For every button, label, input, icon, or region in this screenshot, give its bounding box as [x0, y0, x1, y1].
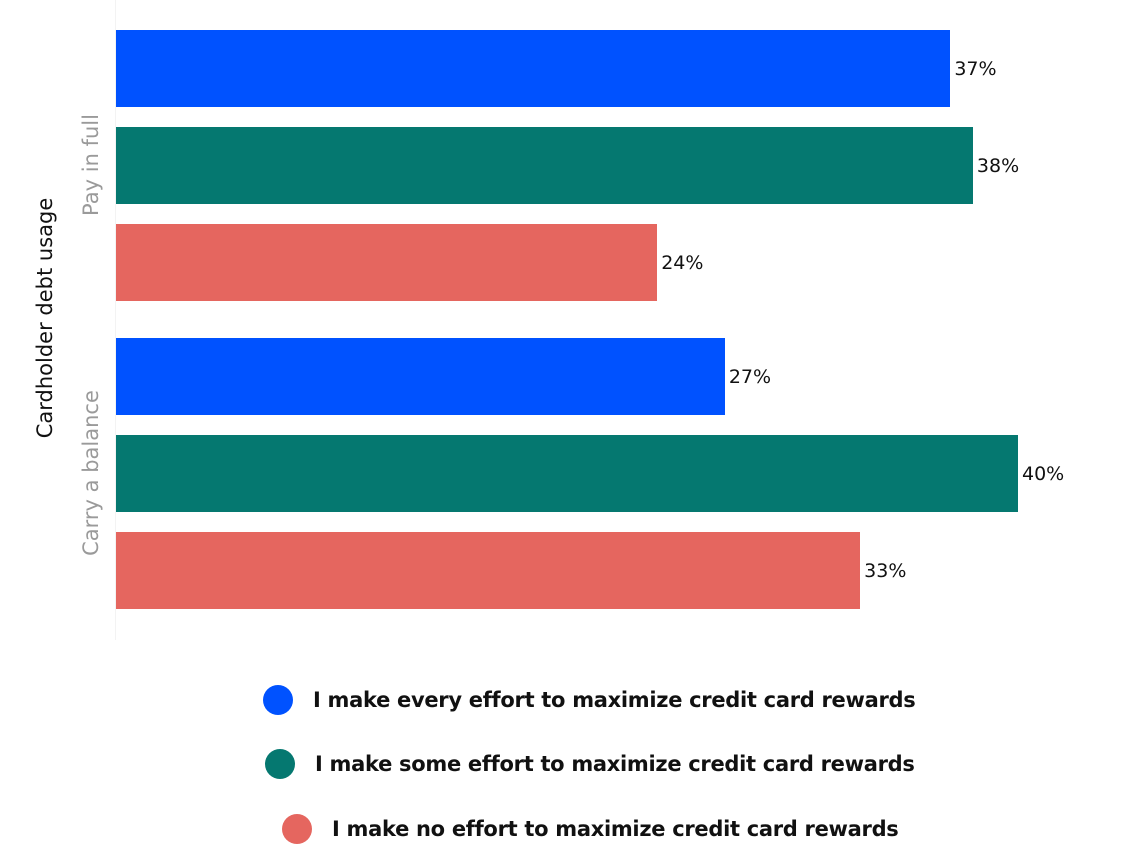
legend-label: I make no effort to maximize credit card… [332, 817, 899, 841]
bar-value-label: 38% [976, 154, 1020, 177]
bar [116, 224, 658, 301]
legend-swatch-icon [265, 749, 295, 779]
y-axis-title: Cardholder debt usage [33, 197, 57, 439]
legend-swatch-icon [263, 685, 293, 715]
group-label: Pay in full [79, 114, 103, 216]
bar-value-label: 24% [661, 251, 704, 274]
bar-value-label: 33% [864, 559, 907, 582]
legend-label: I make every effort to maximize credit c… [313, 688, 916, 712]
y-axis-line [115, 0, 116, 640]
bar-value-label: 40% [1022, 462, 1065, 485]
group-label: Carry a balance [79, 390, 103, 556]
legend-swatch-icon [282, 814, 312, 844]
bar [116, 127, 973, 204]
legend-item: I make some effort to maximize credit ca… [265, 749, 915, 779]
bar [116, 435, 1018, 512]
legend-item: I make no effort to maximize credit card… [282, 814, 899, 844]
bar [116, 338, 725, 415]
bar [116, 30, 951, 107]
legend-item: I make every effort to maximize credit c… [263, 685, 916, 715]
bar-value-label: 37% [954, 57, 997, 80]
bar-value-label: 27% [728, 365, 772, 388]
legend-label: I make some effort to maximize credit ca… [315, 752, 915, 776]
bar [116, 532, 861, 609]
